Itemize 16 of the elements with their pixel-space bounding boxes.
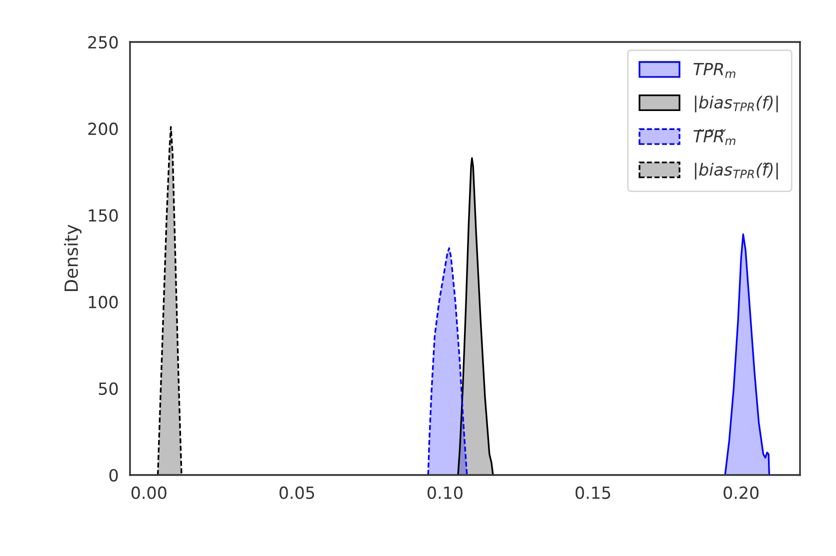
x-tick-label: 0.20	[724, 486, 759, 500]
y-tick-label: 250	[88, 36, 118, 49]
legend-label: TPR$_{m}$	[694, 63, 736, 78]
y-tick-label: 100	[88, 296, 118, 308]
x-tick-label: 0.15	[576, 486, 610, 500]
y-tick-label: 150	[88, 209, 118, 222]
x-tick-label: 0.00	[131, 486, 166, 500]
y-tick-label: 0	[109, 468, 118, 482]
y-tick-label: 50	[98, 382, 118, 395]
y-axis-title: Density	[64, 224, 82, 292]
y-tick-label: 200	[88, 122, 118, 136]
legend-label: |bias$_{TPR}$(f̃)|	[694, 162, 778, 180]
x-tick-label: 0.10	[428, 486, 462, 500]
legend-label: T̃P̃R̃$_{m}$	[694, 129, 736, 145]
x-tick-label: 0.05	[280, 486, 314, 500]
legend-label: |bias$_{TPR}$(f)|	[694, 96, 778, 112]
